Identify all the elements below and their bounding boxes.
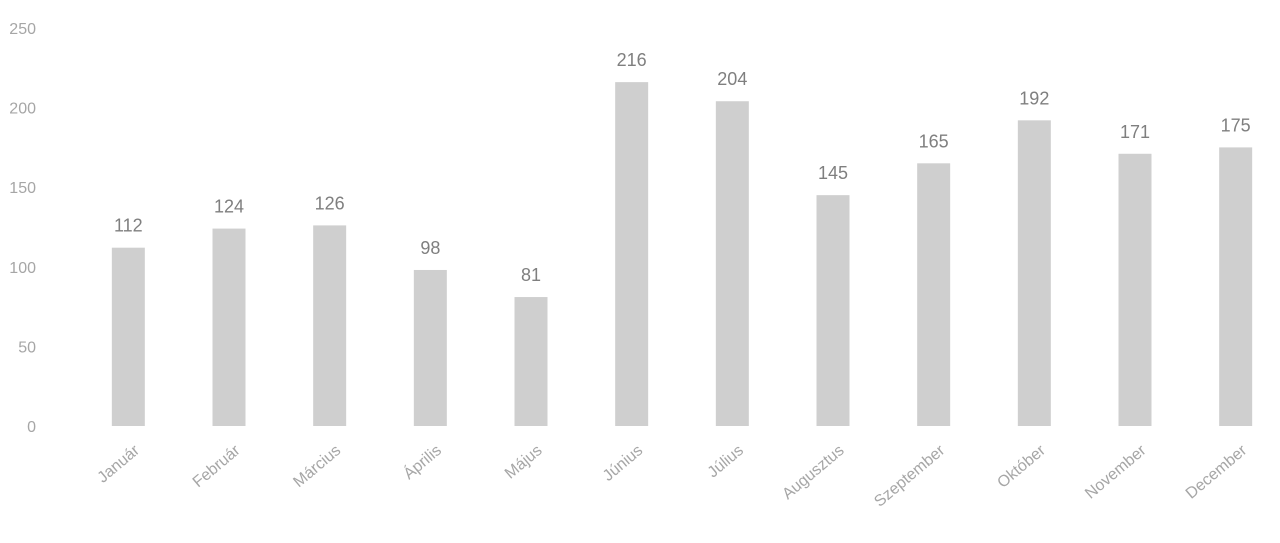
data-label: 98: [420, 238, 440, 258]
x-tick-label: Január: [95, 442, 144, 487]
y-tick-label: 200: [9, 101, 36, 118]
x-tick-label: Június: [600, 442, 646, 485]
bar: [1017, 120, 1051, 426]
x-tick-label: Április: [399, 441, 445, 484]
bar: [313, 225, 347, 426]
y-axis-tick-labels: 0 50 100 150 200 250: [9, 21, 36, 436]
y-tick-label: 50: [18, 339, 36, 356]
bar: [514, 297, 548, 426]
x-tick-label: December: [1183, 442, 1251, 503]
y-tick-label: 100: [9, 260, 36, 277]
x-tick-label: Július: [705, 442, 747, 481]
data-label: 175: [1221, 115, 1251, 135]
data-label: 126: [315, 193, 345, 213]
y-tick-label: 0: [27, 419, 36, 436]
x-tick-label: Május: [502, 442, 546, 482]
x-axis-tick-labels: Január Február Március Április Május Június Jú…: [95, 441, 1251, 511]
x-tick-label: Augusztus: [779, 442, 847, 503]
bar: [111, 247, 145, 426]
data-label: 124: [214, 197, 244, 217]
data-label: 145: [818, 163, 848, 183]
y-tick-label: 250: [9, 21, 36, 38]
x-tick-label: Október: [994, 442, 1049, 492]
bar: [615, 82, 649, 427]
data-label: 165: [919, 131, 949, 151]
x-tick-label: Március: [290, 442, 344, 491]
data-label: 192: [1019, 88, 1049, 108]
bar: [715, 101, 749, 427]
x-tick-label: Szeptember: [871, 442, 949, 511]
x-tick-label: November: [1082, 442, 1150, 503]
bar: [1219, 147, 1253, 426]
bar: [212, 228, 246, 426]
x-tick-label: Február: [190, 442, 244, 491]
bars-group: [111, 82, 1253, 427]
bar: [1118, 153, 1152, 426]
bar: [917, 163, 951, 426]
y-tick-label: 150: [9, 180, 36, 197]
bar: [413, 269, 447, 426]
data-labels-group: 112 124 126 98 81 216 204 145 165 192 171 175: [114, 50, 1251, 285]
data-label: 216: [617, 50, 647, 70]
bar: [816, 195, 850, 426]
data-label: 204: [717, 69, 747, 89]
data-label: 81: [521, 265, 541, 285]
data-label: 112: [114, 216, 143, 236]
data-label: 171: [1120, 122, 1150, 142]
